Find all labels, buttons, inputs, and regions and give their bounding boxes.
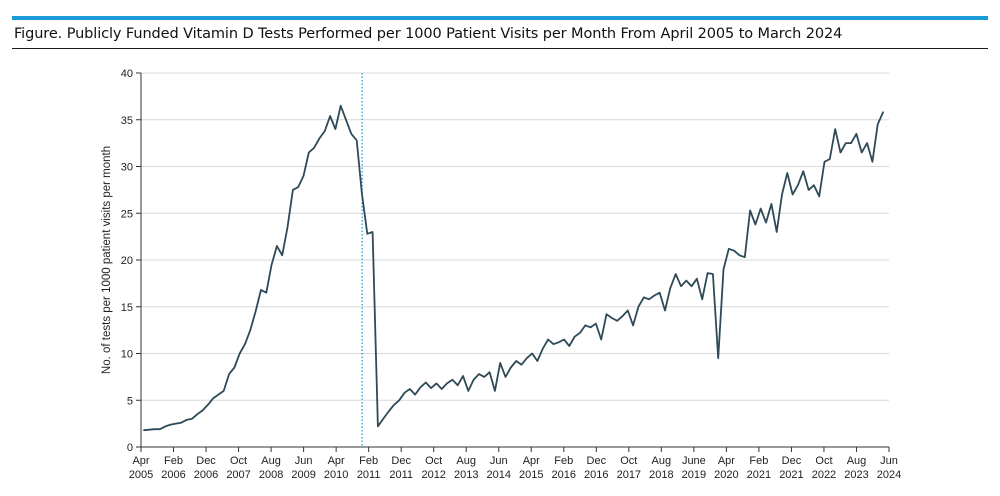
x-tick-label-month: Feb <box>554 455 573 467</box>
y-axis-title: No. of tests per 1000 patient visits per… <box>101 146 113 374</box>
x-tick-label-month: June <box>682 455 706 467</box>
x-tick-label-month: Feb <box>749 455 768 467</box>
x-tick-label-month: Aug <box>652 455 672 467</box>
x-tick-label-year: 2023 <box>844 469 868 481</box>
y-tick-labels: 0 5 10 15 20 25 30 35 40 <box>121 68 133 454</box>
x-tick-label-year: 2006 <box>194 469 218 481</box>
y-tick-label: 15 <box>121 302 133 314</box>
x-tick-label-year: 2008 <box>259 469 283 481</box>
x-tick-label-year: 2015 <box>519 469 543 481</box>
x-tick-label-month: Aug <box>847 455 867 467</box>
y-tick-label: 35 <box>121 115 133 127</box>
x-tick-label-year: 2014 <box>486 469 510 481</box>
x-tick-label-month: Feb <box>164 455 183 467</box>
x-tick-label-month: Jun <box>490 455 508 467</box>
x-tick-label-year: 2024 <box>877 469 901 481</box>
top-accent-bar <box>12 16 988 20</box>
y-tick-label: 25 <box>121 208 133 220</box>
x-tick-labels: Apr 2005 Feb 2006 Dec 2006 Oct 2007 Aug 2008 Jun 20… <box>129 455 901 481</box>
x-tick-label-month: Apr <box>523 455 540 467</box>
x-tick-label-month: Dec <box>587 455 607 467</box>
x-tick-label-month: Dec <box>196 455 216 467</box>
y-tick-label: 30 <box>121 162 133 174</box>
x-tick-label-month: Aug <box>456 455 476 467</box>
title-divider <box>12 48 988 49</box>
y-tick-label: 0 <box>127 442 133 454</box>
x-tick-label-year: 2006 <box>161 469 185 481</box>
x-tick-label-month: Dec <box>391 455 411 467</box>
figure-title: Figure. Publicly Funded Vitamin D Tests … <box>14 26 843 42</box>
x-tick-label-month: Jun <box>295 455 313 467</box>
x-tick-label-year: 2011 <box>389 469 413 481</box>
x-tick-label-year: 2009 <box>291 469 315 481</box>
x-tick-label-year: 2017 <box>617 469 641 481</box>
series-group <box>143 104 884 432</box>
axes <box>136 72 890 452</box>
x-tick-label-year: 2018 <box>649 469 673 481</box>
x-tick-label-year: 2005 <box>129 469 153 481</box>
x-tick-label-year: 2010 <box>324 469 348 481</box>
y-tick-label: 20 <box>121 255 133 267</box>
x-tick-label-month: Apr <box>328 455 345 467</box>
x-tick-label-year: 2020 <box>714 469 738 481</box>
y-tick-label: 40 <box>121 68 133 80</box>
x-tick-label-month: Oct <box>425 455 442 467</box>
x-tick-label-year: 2016 <box>552 469 576 481</box>
x-tick-label-year: 2021 <box>779 469 803 481</box>
y-tick-label: 10 <box>121 349 133 361</box>
x-tick-label-month: Oct <box>230 455 247 467</box>
x-tick-label-month: Oct <box>620 455 637 467</box>
x-tick-label-year: 2016 <box>584 469 608 481</box>
series-line <box>143 104 884 432</box>
x-tick-label-month: Dec <box>782 455 802 467</box>
x-tick-label-year: 2007 <box>226 469 250 481</box>
x-tick-label-year: 2012 <box>421 469 445 481</box>
x-tick-label-year: 2019 <box>682 469 706 481</box>
x-tick-label-year: 2013 <box>454 469 478 481</box>
gridlines <box>141 72 889 401</box>
x-tick-label-year: 2011 <box>357 469 381 481</box>
x-tick-label-year: 2021 <box>747 469 771 481</box>
y-tick-label: 5 <box>127 395 133 407</box>
x-tick-label-month: Oct <box>815 455 832 467</box>
x-tick-label-month: Apr <box>132 455 149 467</box>
x-tick-label-month: Jun <box>880 455 898 467</box>
x-tick-label-month: Feb <box>359 455 378 467</box>
x-tick-label-year: 2022 <box>812 469 836 481</box>
x-tick-label-month: Apr <box>718 455 735 467</box>
x-tick-label-month: Aug <box>261 455 281 467</box>
